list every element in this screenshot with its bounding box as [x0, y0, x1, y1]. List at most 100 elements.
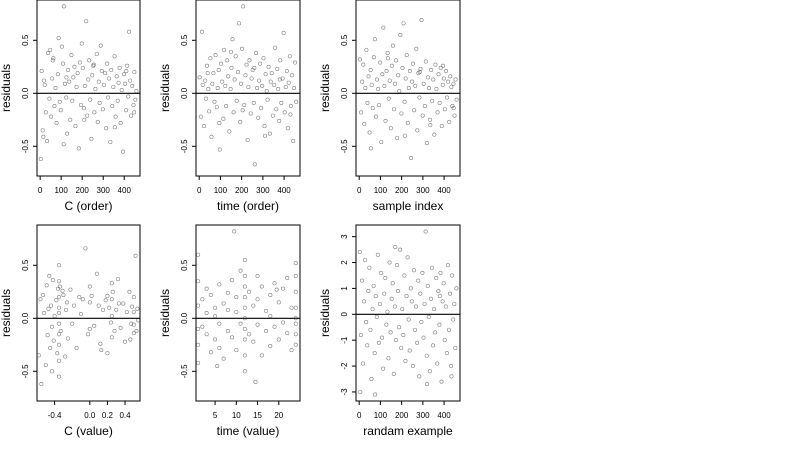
- data-point: [288, 104, 293, 109]
- data-point: [243, 73, 248, 78]
- data-point: [115, 98, 120, 103]
- data-point: [124, 108, 129, 113]
- data-point: [234, 309, 239, 314]
- x-tick-label: 0.0: [84, 411, 96, 420]
- data-point: [441, 76, 446, 81]
- data-point: [84, 19, 89, 24]
- data-point: [89, 136, 94, 141]
- data-point: [240, 46, 245, 51]
- data-point: [58, 108, 63, 113]
- data-point: [425, 382, 430, 387]
- data-point: [110, 104, 115, 109]
- data-point: [57, 295, 62, 300]
- data-point: [367, 130, 372, 135]
- data-point: [210, 81, 215, 86]
- data-point: [203, 78, 208, 83]
- data-point: [200, 297, 205, 302]
- data-point: [411, 61, 416, 66]
- data-point: [44, 283, 49, 288]
- y-tick-label: 0.5: [180, 259, 189, 271]
- data-point: [264, 89, 269, 94]
- data-point: [96, 79, 101, 84]
- data-point: [418, 291, 423, 296]
- data-point: [417, 374, 422, 379]
- x-axis-label: sample index: [373, 199, 444, 213]
- data-point: [365, 343, 370, 348]
- data-point: [107, 305, 112, 310]
- data-point: [382, 83, 387, 88]
- data-point: [433, 330, 438, 335]
- data-point: [100, 107, 105, 112]
- data-point: [370, 106, 375, 111]
- data-point: [128, 337, 133, 342]
- data-point: [274, 107, 279, 112]
- data-point: [47, 96, 52, 101]
- y-tick-label: -3: [340, 388, 349, 396]
- data-point: [105, 61, 110, 66]
- data-point: [425, 75, 430, 80]
- data-point: [45, 333, 50, 338]
- data-point: [57, 284, 62, 289]
- data-point: [119, 88, 124, 93]
- data-point: [416, 278, 421, 283]
- data-point: [204, 286, 209, 291]
- data-point: [131, 322, 136, 327]
- data-point: [293, 342, 298, 347]
- data-point: [229, 65, 234, 70]
- data-point: [246, 84, 251, 89]
- data-point: [215, 364, 220, 369]
- data-point: [450, 104, 455, 109]
- data-point: [252, 162, 257, 167]
- data-point: [362, 299, 367, 304]
- data-point: [196, 360, 201, 365]
- data-point: [236, 70, 241, 75]
- data-point: [420, 270, 425, 275]
- data-point: [406, 317, 411, 322]
- data-point: [401, 21, 406, 26]
- data-point: [242, 305, 247, 310]
- data-point: [385, 309, 390, 314]
- data-point: [219, 61, 224, 66]
- data-point: [71, 75, 76, 80]
- data-point: [400, 307, 405, 312]
- data-point: [248, 111, 253, 116]
- data-points: [197, 4, 299, 167]
- data-point: [408, 286, 413, 291]
- data-point: [393, 81, 398, 86]
- x-tick-label: 300: [97, 186, 111, 195]
- x-tick-label: 400: [118, 186, 132, 195]
- data-point: [383, 276, 388, 281]
- x-tick-label: 15: [253, 411, 262, 420]
- data-point: [367, 265, 372, 270]
- y-axis-label: residuals: [0, 289, 13, 337]
- data-point: [375, 77, 380, 82]
- data-point: [437, 100, 442, 105]
- data-point: [208, 292, 213, 297]
- data-point: [436, 72, 441, 77]
- data-point: [433, 62, 438, 67]
- data-point: [62, 81, 67, 86]
- data-point: [51, 338, 56, 343]
- data-point: [205, 71, 210, 76]
- data-point: [125, 63, 130, 68]
- data-point: [406, 86, 411, 91]
- y-tick-label: 0.0: [21, 312, 30, 324]
- data-point: [197, 75, 202, 80]
- data-point: [428, 123, 433, 128]
- data-point: [90, 73, 95, 78]
- data-point: [415, 128, 420, 133]
- data-point: [103, 298, 108, 303]
- data-point: [46, 306, 51, 311]
- data-point: [257, 78, 262, 83]
- data-point: [87, 326, 92, 331]
- data-point: [46, 51, 51, 56]
- data-point: [443, 304, 448, 309]
- data-point: [415, 340, 420, 345]
- data-point: [416, 71, 421, 76]
- data-point: [79, 41, 84, 46]
- y-tick-label: 0: [340, 312, 349, 317]
- data-point: [400, 65, 405, 70]
- data-point: [50, 278, 55, 283]
- data-point: [369, 82, 374, 87]
- data-point: [57, 279, 62, 284]
